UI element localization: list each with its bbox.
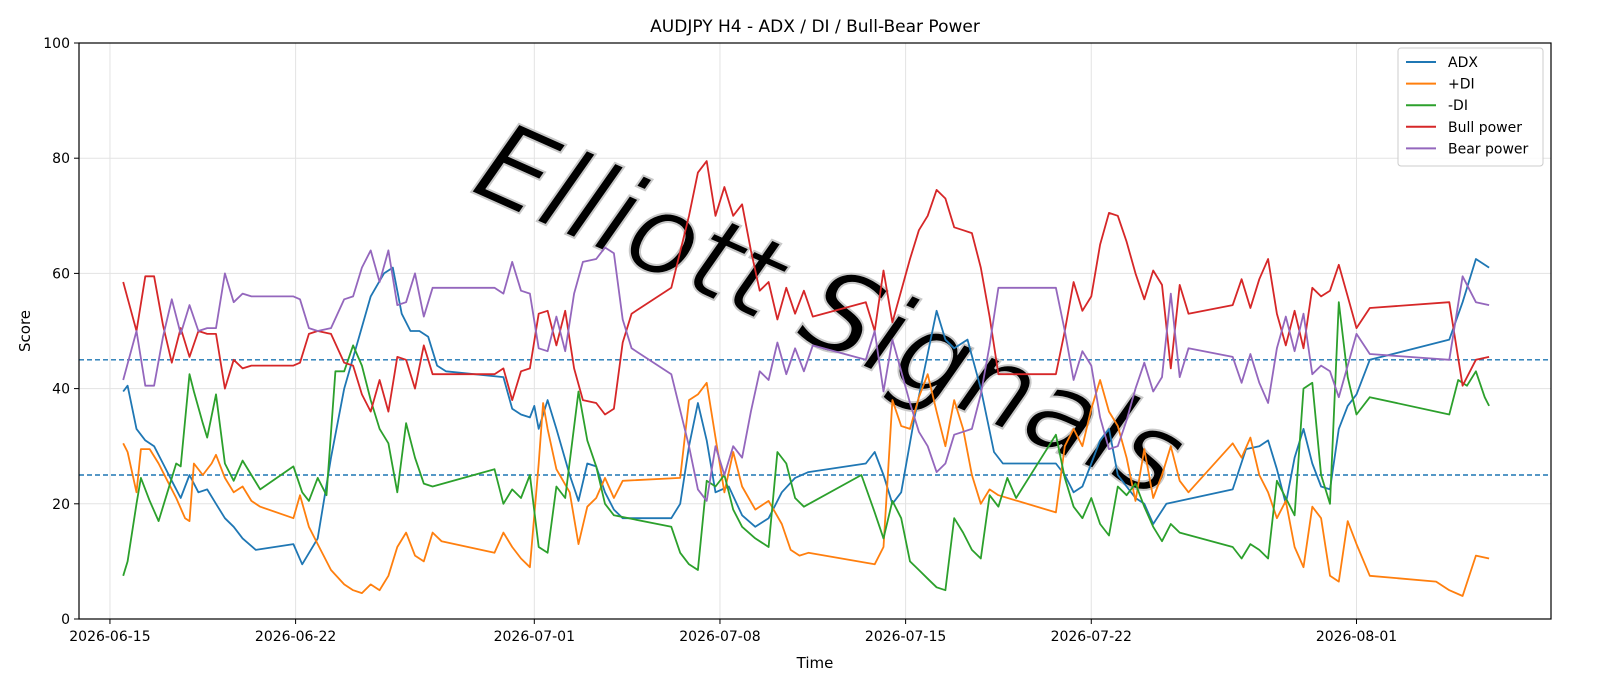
chart-title: AUDJPY H4 - ADX / DI / Bull-Bear Power	[650, 17, 980, 37]
series-line-plusminus-di	[122, 373, 1490, 597]
series-line-adx	[122, 258, 1490, 566]
x-tick-label: 2026-08-01	[1316, 629, 1397, 645]
series-line-bull-power	[122, 160, 1490, 416]
reference-lines	[79, 359, 1551, 476]
legend-box	[1397, 47, 1544, 167]
series-line-bear-power	[122, 246, 1490, 502]
x-tick-label: 2026-07-15	[865, 629, 946, 645]
x-axis-label: Time	[796, 654, 834, 672]
legend-label: Bull power	[1448, 120, 1522, 136]
legend-label: Bear power	[1448, 141, 1529, 157]
x-tick-label: 2026-07-01	[494, 629, 575, 645]
y-tick-label: 40	[52, 382, 70, 398]
y-axis-ticks: 0 20 40 60 80 100	[43, 36, 79, 628]
y-tick-label: 60	[52, 266, 70, 282]
y-tick-label: 0	[61, 612, 70, 628]
legend-label: ADX	[1448, 55, 1478, 71]
x-tick-label: 2026-07-08	[679, 629, 760, 645]
x-tick-label: 2026-06-15	[69, 629, 150, 645]
x-tick-label: 2026-07-22	[1051, 629, 1132, 645]
series-lines	[122, 160, 1490, 597]
legend-label: +DI	[1448, 77, 1475, 93]
y-tick-label: 20	[52, 497, 70, 513]
series-line-minus-di	[122, 301, 1490, 592]
legend: ADX +DI -DI Bull power Bear power	[1397, 47, 1544, 167]
x-tick-label: 2026-06-22	[255, 629, 336, 645]
y-tick-label: 100	[43, 36, 70, 52]
y-tick-label: 80	[52, 151, 70, 167]
plot-frame	[78, 42, 1552, 620]
legend-label: -DI	[1448, 98, 1468, 114]
x-axis-ticks: 2026-06-15 2026-06-22 2026-07-01 2026-07-08…	[69, 619, 1397, 645]
y-axis-label: Score	[16, 310, 34, 352]
